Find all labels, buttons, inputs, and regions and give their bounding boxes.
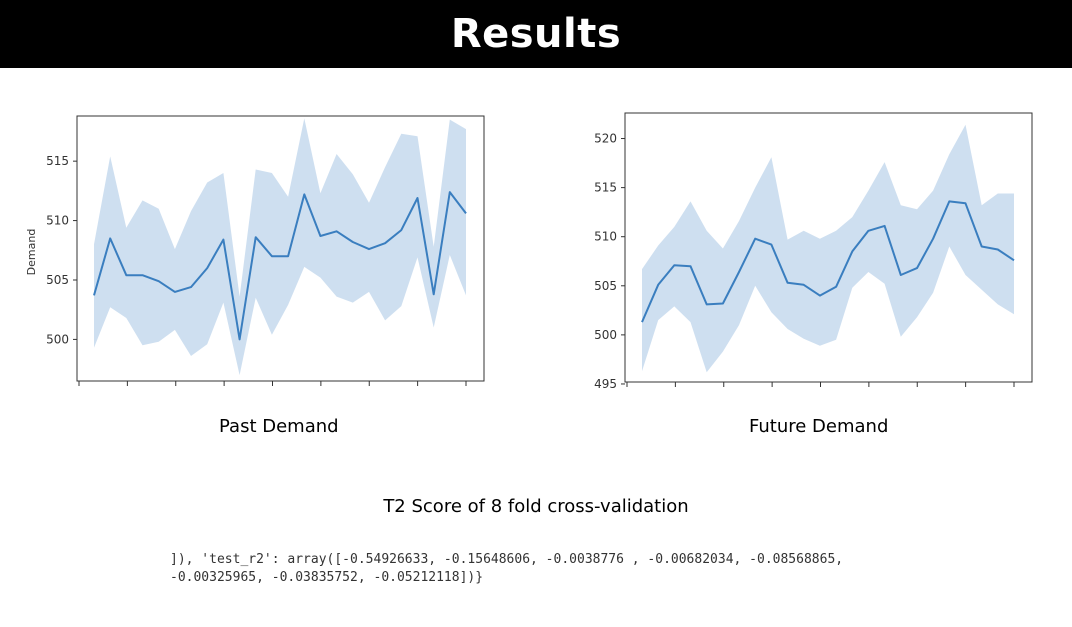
cv-score-title: T2 Score of 8 fold cross-validation [383, 496, 689, 517]
past-ytick-label: 505 [46, 273, 69, 287]
past-ylabel: Demand [25, 229, 38, 276]
future-ytick-label: 520 [594, 132, 617, 146]
future-ytick-label: 500 [594, 328, 617, 342]
future-ytick-label: 495 [594, 377, 617, 391]
past-confidence-band [94, 118, 466, 376]
past-mean-line [93, 191, 467, 341]
future-ytick-label: 505 [594, 279, 617, 293]
code-line: -0.00325965, -0.03835752, -0.05212118])} [170, 570, 484, 585]
future-demand-caption: Future Demand [749, 416, 889, 437]
code-output: ]), 'test_r2': array([-0.54926633, -0.15… [170, 551, 843, 587]
future-ytick-label: 510 [594, 230, 617, 244]
past-ytick-label: 500 [46, 332, 69, 346]
title-bar: Results [0, 0, 1072, 68]
page-title: Results [450, 11, 622, 57]
past-plot-frame [76, 115, 485, 382]
future-plot-frame [624, 112, 1033, 383]
past-ytick-label: 510 [46, 214, 69, 228]
future-mean-line [641, 200, 1015, 323]
future-confidence-band [642, 124, 1014, 373]
code-line: ]), 'test_r2': array([-0.54926633, -0.15… [170, 552, 844, 567]
past-demand-caption: Past Demand [219, 416, 339, 437]
future-ytick-label: 515 [594, 181, 617, 195]
past-ytick-label: 515 [46, 154, 69, 168]
